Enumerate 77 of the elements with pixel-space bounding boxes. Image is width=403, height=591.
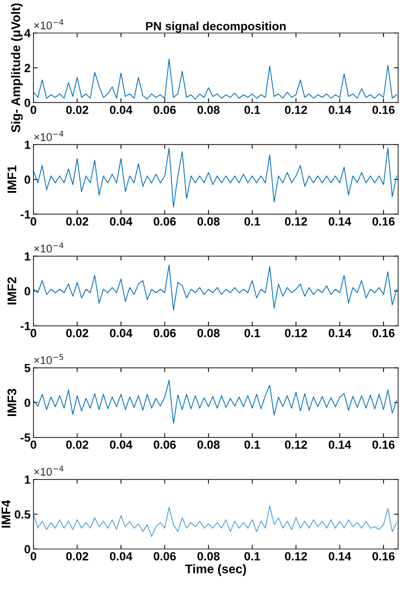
x-tick-label: 0: [30, 328, 36, 338]
y-tick-label: 2: [24, 64, 30, 72]
y-tick-label: -1: [20, 210, 30, 218]
x-tick-label: 0: [30, 552, 36, 560]
y-tick-label: 4: [24, 29, 31, 38]
text: ×10$^{−4}$: [34, 130, 64, 141]
x-tick-label: 0.16: [372, 328, 395, 338]
y-axis-title: IMF4: [2, 500, 10, 528]
x-tick-label: 0.12: [284, 328, 308, 338]
line-series: [33, 264, 398, 311]
x-tick-label: 0.02: [66, 552, 88, 560]
x-tick-label: 0.02: [66, 440, 88, 449]
y-tick-label: 0: [24, 98, 30, 107]
y-tick-label: 1: [24, 140, 30, 149]
x-tick-label: 0: [30, 217, 36, 226]
x-tick-label: 0.02: [66, 106, 88, 114]
x-tick-label: 0: [30, 106, 36, 114]
x-tick-label: 0.12: [284, 552, 308, 560]
y-tick-label: 0: [24, 287, 30, 296]
line-series: [33, 380, 398, 424]
line-series: [33, 58, 398, 100]
x-tick-label: 0.04: [110, 217, 132, 226]
chart-title: PN signal decomposition: [146, 22, 286, 33]
x-tick-label: 0.12: [284, 440, 308, 449]
x-tick-label: 0.14: [328, 440, 352, 449]
y-tick-label: -1: [20, 322, 30, 330]
x-tick-label: 0.1: [244, 440, 260, 449]
line-series: [33, 505, 398, 537]
x-tick-label: 0.06: [154, 440, 176, 449]
text: ×10$^{−4}$: [34, 466, 64, 476]
x-tick-label: 0.06: [154, 217, 176, 226]
x-tick-label: 0.14: [328, 552, 352, 560]
x-tick-label: 0.1: [244, 106, 260, 114]
x-tick-label: 0.04: [110, 440, 132, 449]
x-tick-label: 0.1: [244, 328, 260, 338]
y-tick-label: 1: [24, 252, 30, 260]
text: ×10$^{−5}$: [34, 354, 64, 364]
y-tick-label: 0.5: [14, 510, 30, 519]
text: ×10$^{−4}$: [34, 242, 64, 253]
x-tick-label: 0.14: [328, 328, 352, 338]
x-tick-label: 0.16: [372, 552, 395, 560]
x-tick-label: 0: [30, 440, 36, 449]
x-tick-label: 0.04: [110, 106, 132, 114]
x-tick-label: 0.08: [197, 328, 220, 338]
x-tick-label: 0.16: [372, 440, 395, 449]
y-axis-title: Sig- Amplitude (μVolt): [11, 3, 23, 132]
x-tick-label: 0.06: [154, 106, 176, 114]
line-series: [33, 148, 398, 208]
x-tick-label: 0.08: [197, 217, 220, 226]
y-tick-label: 0: [24, 398, 30, 407]
x-tick-label: 0.14: [328, 106, 352, 114]
x-tick-label: 0.02: [66, 328, 88, 338]
x-tick-label: 0.12: [284, 106, 308, 114]
x-axis-title: Time (sec): [185, 564, 246, 576]
x-tick-label: 0.1: [244, 217, 260, 226]
y-tick-label: 0: [24, 175, 30, 184]
y-axis-title: IMF3: [7, 388, 16, 416]
x-tick-label: 0.08: [197, 440, 220, 449]
x-tick-label: 0.16: [372, 217, 395, 226]
y-tick-label: 0: [24, 545, 30, 554]
y-tick-label: 1: [24, 476, 30, 484]
y-tick-label: -5: [20, 434, 30, 442]
y-axis-title: IMF1: [8, 166, 16, 193]
x-tick-label: 0.06: [154, 328, 176, 338]
x-tick-label: 0.08: [197, 106, 220, 114]
x-tick-label: 0.04: [110, 552, 132, 560]
y-tick-label: 5: [24, 364, 30, 372]
x-tick-label: 0.02: [66, 217, 88, 226]
y-axis-title: IMF2: [7, 277, 16, 304]
x-tick-label: 0.1: [244, 552, 260, 560]
text: ×10$^{−4}$: [34, 19, 64, 30]
x-tick-label: 0.08: [197, 552, 220, 560]
x-tick-label: 0.04: [110, 328, 132, 338]
x-tick-label: 0.12: [284, 217, 308, 226]
x-tick-label: 0.16: [372, 106, 395, 114]
x-tick-label: 0.14: [328, 217, 352, 226]
x-tick-label: 0.06: [154, 552, 176, 560]
